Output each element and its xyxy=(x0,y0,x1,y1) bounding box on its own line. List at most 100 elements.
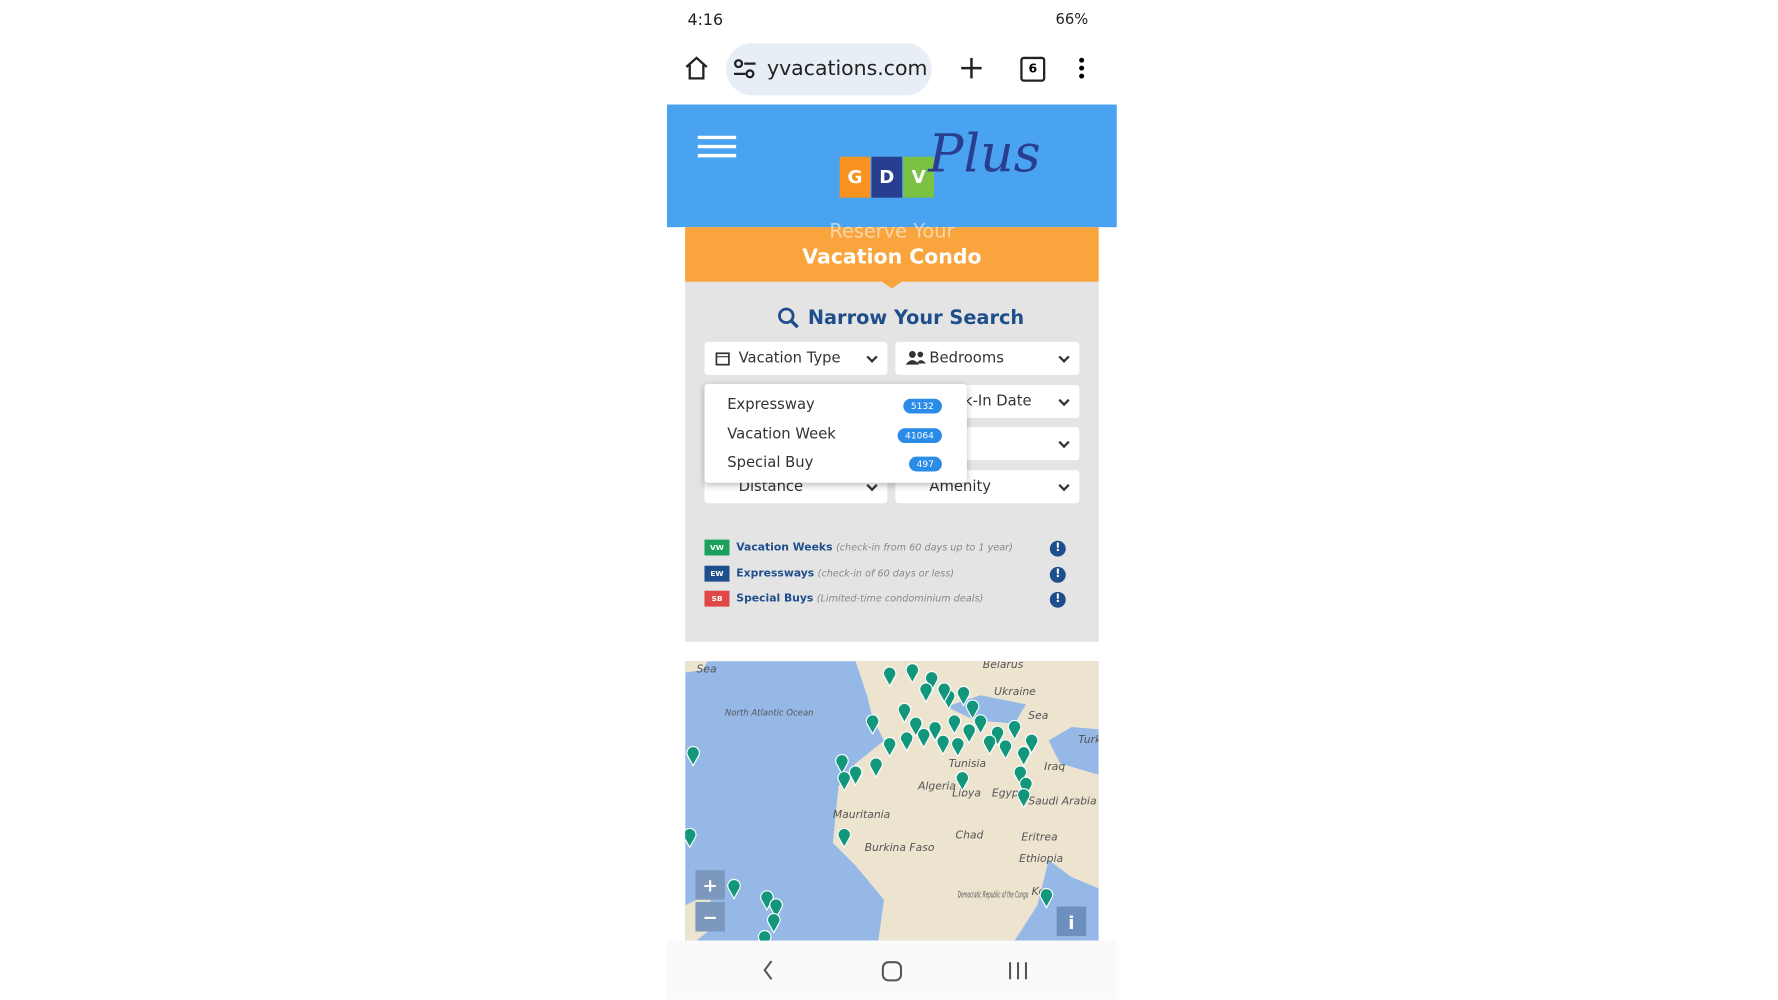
map-pin[interactable] xyxy=(1019,776,1033,798)
map-pin[interactable] xyxy=(1016,788,1031,809)
map-pin[interactable] xyxy=(727,879,741,900)
map-pin[interactable] xyxy=(1013,765,1028,787)
map-pin[interactable] xyxy=(962,723,976,745)
home-button[interactable] xyxy=(683,55,710,82)
map-label: Sea xyxy=(697,663,717,676)
home-nav[interactable] xyxy=(881,961,903,982)
logo-script: Plus xyxy=(928,122,1041,185)
tab-switcher[interactable]: 6 xyxy=(1020,56,1046,82)
banner-pointer xyxy=(880,280,904,289)
map-pin[interactable] xyxy=(937,682,951,704)
map-pin[interactable] xyxy=(924,671,939,692)
phone-screen: 4:16 66% yvacations.com 6 G D V Plus Res… xyxy=(667,0,1117,1000)
people-icon xyxy=(905,351,927,365)
browser-menu[interactable] xyxy=(1076,57,1087,82)
map-pin[interactable] xyxy=(916,727,931,749)
map-pin[interactable] xyxy=(919,682,933,704)
map-pin[interactable] xyxy=(865,714,880,736)
back-button[interactable] xyxy=(763,960,773,980)
map-pin[interactable] xyxy=(848,765,863,787)
map-label: Egypt xyxy=(992,786,1024,799)
menu-item[interactable]: Expressway xyxy=(727,396,815,414)
map-pin[interactable] xyxy=(899,731,914,753)
info-icon[interactable]: ! xyxy=(1049,540,1066,557)
map-pin[interactable] xyxy=(951,737,965,758)
calendar-icon xyxy=(715,352,730,366)
map-pin[interactable] xyxy=(1016,746,1031,767)
search-title: Narrow Your Search xyxy=(807,306,1025,330)
menu-item[interactable]: Vacation Week xyxy=(727,425,836,443)
map-label: Democratic Republic of the Congo xyxy=(958,890,1029,900)
map-pin[interactable] xyxy=(965,699,980,721)
map-pin[interactable] xyxy=(767,913,781,934)
logo-letter: G xyxy=(839,156,871,198)
legend-note: (check-in from 60 days up to 1 year) xyxy=(835,542,1013,554)
legend-name: Expressways xyxy=(736,566,815,580)
url[interactable]: yvacations.com xyxy=(766,56,928,81)
search-icon xyxy=(778,307,799,329)
map-pin[interactable] xyxy=(956,685,971,707)
map-label: Libya xyxy=(952,786,981,799)
hamburger-menu[interactable] xyxy=(697,135,737,158)
zoom-label: + xyxy=(703,876,718,897)
legend-code: EW xyxy=(704,565,730,582)
map-label: Turk xyxy=(1078,733,1098,746)
map-pin[interactable] xyxy=(837,827,851,849)
map-pin[interactable] xyxy=(928,721,942,742)
map-label: Ukraine xyxy=(994,685,1036,698)
info-icon[interactable]: ! xyxy=(1049,591,1066,608)
map-pin[interactable] xyxy=(982,734,997,756)
recents-button[interactable] xyxy=(1009,962,1027,980)
map-pin[interactable] xyxy=(936,734,950,756)
banner-line: Reserve Your xyxy=(829,220,955,244)
zoom-label: − xyxy=(703,908,718,929)
legend-row: SB Special Buys (Limited-time condominium… xyxy=(704,590,984,607)
map-pin[interactable] xyxy=(769,898,783,920)
legend-name: Vacation Weeks xyxy=(736,541,833,554)
map-pin[interactable] xyxy=(835,754,849,775)
new-tab-button[interactable] xyxy=(959,56,984,81)
map-pin[interactable] xyxy=(947,714,962,736)
map-pin[interactable] xyxy=(973,714,988,736)
map-pin[interactable] xyxy=(1039,888,1054,909)
map-label: Sea xyxy=(1028,709,1048,722)
nav-bar xyxy=(667,940,1117,1000)
zoom-button[interactable] xyxy=(695,901,725,932)
map-pin[interactable] xyxy=(882,737,897,758)
count-badge: 41064 xyxy=(897,427,942,443)
map-pin[interactable] xyxy=(909,716,923,738)
bedrooms-select[interactable]: Bedrooms xyxy=(895,341,1080,375)
info-icon[interactable]: ! xyxy=(1049,566,1066,583)
map-info-label: i xyxy=(1068,913,1074,934)
map-label: Eritrea xyxy=(1021,831,1057,844)
map-pin[interactable] xyxy=(1024,733,1039,755)
map-pin[interactable] xyxy=(685,827,697,849)
site-settings-icon[interactable] xyxy=(733,58,758,81)
zoom-button[interactable] xyxy=(695,870,725,900)
map[interactable]: Sea North Atlantic Ocean Belarus Ukraine Sea… xyxy=(685,661,1099,941)
map-pin[interactable] xyxy=(757,930,772,941)
map-label: Burkina Faso xyxy=(865,841,935,854)
address-bar[interactable]: yvacations.com xyxy=(726,43,932,96)
legend-code: SB xyxy=(704,590,730,607)
logo-letter: D xyxy=(871,156,903,198)
dropdown-menu: Expressway 5132 Vacation Week 41064 Special … xyxy=(704,383,967,483)
map-pin[interactable] xyxy=(955,771,970,792)
map-pin[interactable] xyxy=(686,746,700,767)
map-pin[interactable] xyxy=(882,666,897,688)
sea xyxy=(946,695,1026,724)
map-pin[interactable] xyxy=(760,890,774,912)
menu-item[interactable]: Special Buy xyxy=(727,454,814,472)
map-label: Mauritania xyxy=(833,808,890,821)
map-pin[interactable] xyxy=(998,739,1013,761)
legend-note: (Limited-time condominium deals) xyxy=(816,593,984,605)
map-info-button[interactable] xyxy=(1056,906,1087,937)
vacation-type-select[interactable]: Vacation Type xyxy=(704,341,888,375)
map-pin[interactable] xyxy=(869,757,883,779)
map-pin[interactable] xyxy=(837,771,851,792)
map-pin[interactable] xyxy=(905,663,920,684)
map-pin[interactable] xyxy=(897,702,912,724)
map-pin[interactable] xyxy=(1007,719,1022,741)
legend-row: EW Expressways (check-in of 60 days or le… xyxy=(704,565,954,582)
map-pin[interactable] xyxy=(990,725,1005,747)
